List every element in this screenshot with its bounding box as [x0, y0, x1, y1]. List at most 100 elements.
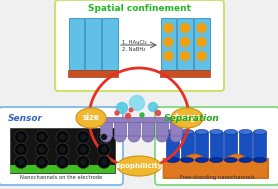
Circle shape — [14, 130, 28, 143]
Bar — [10, 128, 115, 173]
Circle shape — [77, 156, 90, 169]
FancyBboxPatch shape — [0, 107, 123, 185]
Circle shape — [56, 156, 69, 169]
Bar — [166, 132, 179, 160]
Circle shape — [35, 130, 48, 143]
Bar — [210, 132, 223, 160]
Circle shape — [101, 146, 107, 153]
Circle shape — [14, 156, 28, 169]
Bar — [100, 122, 112, 136]
Wedge shape — [142, 136, 154, 142]
Circle shape — [101, 159, 107, 165]
Circle shape — [59, 146, 66, 153]
Bar — [102, 18, 118, 70]
Bar — [156, 122, 168, 136]
Bar — [10, 165, 115, 173]
Circle shape — [38, 134, 45, 140]
Bar — [160, 70, 210, 77]
Circle shape — [77, 130, 90, 143]
Circle shape — [59, 159, 66, 165]
Ellipse shape — [254, 129, 266, 135]
Text: Free-standing nanochannels: Free-standing nanochannels — [180, 175, 254, 180]
Bar — [254, 132, 266, 160]
Circle shape — [56, 143, 69, 156]
Ellipse shape — [239, 157, 252, 163]
Text: Sensor: Sensor — [8, 114, 43, 123]
Wedge shape — [170, 136, 182, 142]
Bar — [224, 132, 237, 160]
Circle shape — [148, 102, 158, 112]
FancyBboxPatch shape — [55, 0, 224, 91]
Bar — [177, 18, 193, 70]
Circle shape — [80, 159, 86, 165]
Ellipse shape — [195, 157, 208, 163]
Text: Spatial confinement: Spatial confinement — [88, 4, 191, 13]
Ellipse shape — [210, 129, 223, 135]
Bar — [142, 122, 154, 136]
Bar — [114, 122, 126, 136]
Ellipse shape — [166, 157, 179, 163]
Bar — [160, 18, 176, 70]
Ellipse shape — [171, 108, 203, 128]
Circle shape — [125, 114, 130, 119]
Circle shape — [197, 37, 206, 46]
Circle shape — [18, 134, 24, 140]
Text: Nanochannels on the electrode: Nanochannels on the electrode — [20, 175, 102, 180]
Circle shape — [164, 23, 173, 33]
Bar — [194, 18, 210, 70]
Bar — [163, 158, 268, 178]
Text: Separation: Separation — [164, 114, 220, 123]
Circle shape — [59, 134, 66, 140]
Text: 1. HAuCl₄: 1. HAuCl₄ — [122, 40, 147, 45]
Bar — [170, 122, 182, 136]
Circle shape — [98, 156, 110, 169]
Circle shape — [101, 134, 107, 140]
Circle shape — [38, 159, 45, 165]
Circle shape — [80, 146, 86, 153]
Ellipse shape — [210, 157, 223, 163]
Circle shape — [130, 95, 145, 111]
Polygon shape — [163, 154, 268, 178]
Circle shape — [18, 159, 24, 165]
Circle shape — [116, 102, 128, 114]
Text: size: size — [83, 114, 100, 122]
Bar — [68, 18, 84, 70]
Circle shape — [129, 108, 133, 112]
Ellipse shape — [195, 129, 208, 135]
Ellipse shape — [76, 108, 106, 128]
Circle shape — [77, 143, 90, 156]
Circle shape — [164, 51, 173, 60]
Circle shape — [35, 143, 48, 156]
Bar — [68, 70, 118, 77]
Bar — [85, 18, 101, 70]
Circle shape — [98, 143, 110, 156]
Circle shape — [140, 113, 144, 117]
Circle shape — [35, 156, 48, 169]
Circle shape — [164, 37, 173, 46]
Circle shape — [56, 130, 69, 143]
Circle shape — [180, 37, 190, 46]
Bar — [128, 122, 140, 136]
Ellipse shape — [166, 129, 179, 135]
Circle shape — [155, 111, 160, 115]
Ellipse shape — [117, 156, 161, 176]
Circle shape — [180, 23, 190, 33]
Circle shape — [197, 23, 206, 33]
Text: 2. NaBH₄: 2. NaBH₄ — [122, 47, 145, 52]
FancyBboxPatch shape — [155, 107, 278, 185]
Wedge shape — [114, 136, 126, 142]
Circle shape — [98, 130, 110, 143]
Ellipse shape — [224, 157, 237, 163]
Ellipse shape — [181, 157, 193, 163]
Bar — [100, 117, 182, 122]
Bar — [239, 132, 252, 160]
Circle shape — [14, 143, 28, 156]
Circle shape — [18, 146, 24, 153]
Bar — [181, 132, 193, 160]
Text: charge: charge — [172, 114, 202, 122]
Circle shape — [80, 134, 86, 140]
Circle shape — [115, 111, 119, 115]
Ellipse shape — [239, 129, 252, 135]
Ellipse shape — [181, 129, 193, 135]
Bar — [195, 132, 208, 160]
